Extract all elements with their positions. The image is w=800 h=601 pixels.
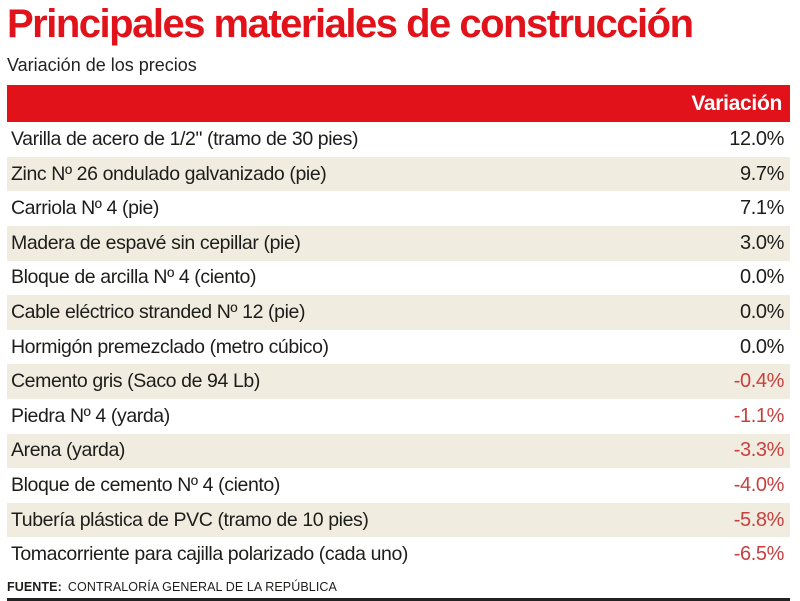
variation-cell: -3.3% — [733, 439, 785, 462]
page-title: Principales materiales de construcción — [7, 2, 694, 46]
table-row: Piedra Nº 4 (yarda) -1.1% — [7, 398, 790, 434]
content-area: Principales materiales de construcción V… — [7, 0, 790, 601]
variation-cell: -5.8% — [733, 508, 785, 531]
material-cell: Tomacorriente para cajilla polarizado (c… — [11, 543, 409, 566]
subtitle: Variación de los precios — [7, 55, 197, 76]
material-cell: Bloque de cemento Nº 4 (ciento) — [11, 473, 280, 496]
material-cell: Madera de espavé sin cepillar (pie) — [11, 231, 301, 254]
bottom-rule — [7, 597, 790, 601]
variation-cell: -4.0% — [733, 473, 785, 496]
table-row: Zinc Nº 26 ondulado galvanizado (pie) 9.… — [7, 156, 790, 192]
table-row: Cable eléctrico stranded Nº 12 (pie) 0.0… — [7, 295, 790, 330]
material-cell: Cable eléctrico stranded Nº 12 (pie) — [11, 300, 306, 323]
variation-cell: 0.0% — [740, 266, 784, 289]
material-cell: Carriola Nº 4 (pie) — [11, 197, 159, 220]
variation-cell: -6.5% — [733, 543, 785, 566]
material-cell: Piedra Nº 4 (yarda) — [11, 404, 170, 427]
table-row: Hormigón premezclado (metro cúbico) 0.0% — [7, 329, 790, 365]
materials-table: Varilla de acero de 1/2" (tramo de 30 pi… — [7, 122, 790, 572]
table-row: Bloque de cemento Nº 4 (ciento) -4.0% — [7, 468, 790, 503]
material-cell: Bloque de arcilla Nº 4 (ciento) — [11, 266, 257, 289]
material-cell: Cemento gris (Saco de 94 Lb) — [11, 370, 260, 393]
table-row: Cemento gris (Saco de 94 Lb) -0.4% — [7, 364, 790, 399]
variation-cell: -0.4% — [733, 370, 785, 393]
source-label: FUENTE: — [7, 579, 62, 594]
variation-column-header: Variación — [691, 91, 782, 115]
table-header-bar: Variación — [7, 85, 790, 123]
table-row: Bloque de arcilla Nº 4 (ciento) 0.0% — [7, 260, 790, 296]
variation-cell: 12.0% — [729, 127, 784, 150]
source-text: CONTRALORÍA GENERAL DE LA REPÚBLICA — [67, 579, 337, 594]
variation-cell: 3.0% — [740, 231, 784, 254]
material-cell: Hormigón premezclado (metro cúbico) — [11, 335, 329, 358]
table-row: Arena (yarda) -3.3% — [7, 433, 790, 469]
variation-cell: 7.1% — [740, 197, 784, 220]
table-row: Tubería plástica de PVC (tramo de 10 pie… — [7, 502, 790, 538]
material-cell: Varilla de acero de 1/2" (tramo de 30 pi… — [11, 127, 359, 150]
variation-cell: 0.0% — [740, 300, 784, 323]
source-line: FUENTE: CONTRALORÍA GENERAL DE LA REPÚBL… — [7, 580, 790, 594]
table-row: Carriola Nº 4 (pie) 7.1% — [7, 191, 790, 226]
material-cell: Zinc Nº 26 ondulado galvanizado (pie) — [11, 162, 327, 185]
table-row: Tomacorriente para cajilla polarizado (c… — [7, 537, 790, 572]
table-row: Madera de espavé sin cepillar (pie) 3.0% — [7, 225, 790, 261]
material-cell: Tubería plástica de PVC (tramo de 10 pie… — [11, 508, 369, 531]
variation-cell: -1.1% — [733, 404, 785, 427]
material-cell: Arena (yarda) — [11, 439, 126, 462]
table-row: Varilla de acero de 1/2" (tramo de 30 pi… — [7, 122, 790, 157]
variation-cell: 0.0% — [740, 335, 784, 358]
variation-cell: 9.7% — [740, 162, 784, 185]
